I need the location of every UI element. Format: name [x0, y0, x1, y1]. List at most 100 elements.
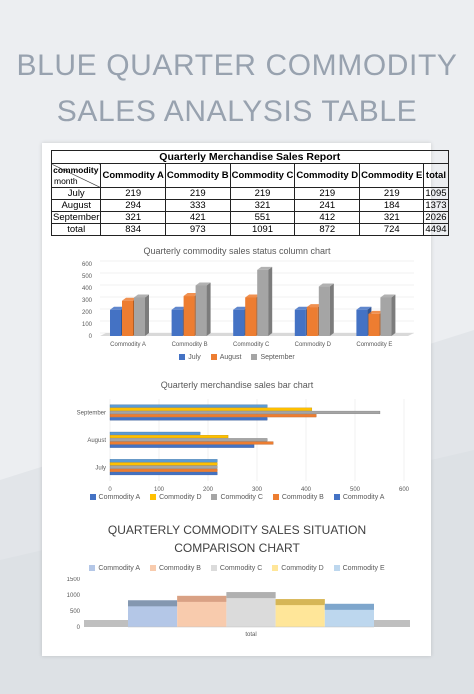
page-title-line1: BLUE QUARTER COMMODITY: [16, 49, 458, 82]
table-row: July 219 219 219 219 219 1095: [50, 187, 449, 200]
column-bar: [294, 309, 306, 336]
table-cell: 321: [100, 211, 166, 224]
legend-label: July: [188, 354, 201, 361]
horizontal-bar: [109, 417, 268, 421]
horizontal-bar: [109, 435, 229, 439]
comparison-title-line2: COMPARISON CHART: [174, 541, 300, 555]
legend-item-august: August: [210, 354, 242, 361]
legend-label: Commodity A: [98, 565, 140, 572]
column-bar: [245, 297, 257, 336]
horizontal-bar: [109, 407, 313, 411]
bar-chart-title: Quarterly merchandise sales bar chart: [160, 380, 314, 390]
x-tick-label: Commodity B: [172, 342, 208, 348]
column-bar-top: [245, 294, 261, 298]
legend-item-commodity-a2: Commodity A: [333, 494, 384, 501]
y-tick-label: 100: [82, 322, 93, 328]
x-tick-label: 100: [154, 487, 165, 493]
legend-swatch-commodity-a2: [333, 494, 340, 501]
table-row: September 321 421 551 412 321 2026: [50, 211, 449, 224]
legend-label: Commodity B: [158, 565, 201, 572]
x-tick-label: 400: [301, 487, 312, 493]
x-tick-label: 300: [252, 487, 263, 493]
comparison-chart: 0 500 1000 1500 total: [67, 577, 410, 638]
row-label: September: [50, 211, 102, 224]
bar-chart-panel: Quarterly merchandise sales bar chart 0 1…: [54, 375, 420, 507]
report-sheet: Quarterly Merchandise Sales Report commo…: [42, 143, 449, 656]
x-tick-label: Commodity C: [233, 342, 270, 348]
legend-item-commodity-c: Commodity C: [211, 494, 263, 501]
column-chart-panel: Quarterly commodity sales status column …: [54, 242, 420, 370]
table-row: total 834 973 1091 872 724 4494: [50, 223, 449, 236]
comparison-bar-cap: [177, 595, 227, 602]
column-bar: [257, 269, 269, 336]
horizontal-bar: [109, 414, 317, 418]
table-corner-cell: commodity month: [50, 163, 102, 188]
table-cell: 412: [294, 211, 361, 224]
column-chart-legend: July August September: [54, 354, 420, 361]
column-bar-side: [145, 294, 149, 336]
legend-item-commodity-a: Commodity A: [89, 565, 140, 572]
column-header: Commodity A: [100, 163, 166, 188]
table-cell: 1091: [229, 223, 296, 236]
y-tick-label: 300: [82, 298, 93, 304]
legend-label: Commodity C: [219, 565, 263, 572]
column-bar-side: [391, 294, 396, 336]
x-tick-label: Commodity D: [295, 342, 332, 348]
legend-label: Commodity D: [159, 494, 202, 501]
table-cell: 1373: [423, 199, 449, 212]
bar-chart: 0 100 200 300 400 500 600 July August September: [77, 399, 410, 493]
corner-label-commodity: commodity: [53, 165, 99, 175]
comparison-bar-cap: [324, 603, 374, 610]
x-tick-label: 200: [203, 487, 214, 493]
column-bar: [380, 297, 392, 336]
legend-item-commodity-b: Commodity B: [149, 565, 201, 572]
legend-swatch-commodity-c: [211, 494, 218, 501]
y-tick-label: 0: [89, 334, 93, 340]
legend-label: Commodity B: [281, 494, 324, 501]
table-cell: 872: [294, 223, 361, 236]
legend-item-commodity-e: Commodity E: [333, 565, 385, 572]
table-header-row: commodity month Commodity A Commodity B …: [50, 163, 449, 188]
table-cell: 724: [359, 223, 425, 236]
horizontal-bar: [109, 431, 201, 435]
table-caption: Quarterly Merchandise Sales Report: [51, 150, 449, 164]
column-bar-top: [183, 293, 199, 297]
column-bar: [171, 309, 183, 336]
legend-swatch-september: [251, 354, 258, 361]
table-cell: 973: [164, 223, 231, 236]
table-cell: 321: [359, 211, 425, 224]
column-bar-top: [195, 282, 211, 286]
comparison-bar-cap: [226, 592, 276, 599]
comparison-bar-cap: [275, 599, 325, 606]
column-bar-top: [306, 304, 322, 308]
column-bar: [110, 309, 121, 336]
x-tick-label: 600: [399, 487, 410, 493]
floor-band-right: [374, 620, 410, 627]
y-tick-label: September: [77, 411, 106, 417]
table-cell: 1095: [423, 187, 449, 200]
horizontal-bar: [109, 465, 218, 469]
column-bar-top: [380, 294, 396, 298]
comparison-chart-panel: QUARTERLY COMMODITY SALES SITUATION COMP…: [54, 515, 420, 649]
comparison-bar-cap: [128, 600, 178, 607]
table-cell: 241: [294, 199, 361, 212]
legend-item-september: September: [251, 354, 295, 361]
legend-swatch-commodity-b: [272, 494, 279, 501]
legend-swatch: [272, 565, 279, 572]
column-bar: [233, 309, 245, 336]
column-bar-top: [368, 310, 384, 314]
column-bar-side: [329, 283, 334, 336]
column-header: total: [423, 163, 449, 188]
y-tick-label: 500: [70, 609, 81, 615]
column-chart-title: Quarterly commodity sales status column …: [143, 246, 331, 256]
table-cell: 219: [100, 187, 166, 200]
table-cell: 834: [100, 223, 166, 236]
legend-label: September: [260, 354, 295, 361]
legend-item-commodity-b: Commodity B: [272, 494, 324, 501]
table-cell: 219: [294, 187, 361, 200]
y-tick-label: 400: [82, 286, 93, 292]
column-bar: [183, 296, 195, 336]
y-tick-label: July: [95, 465, 106, 471]
legend-item-commodity-c: Commodity C: [210, 565, 263, 572]
horizontal-bar: [109, 468, 218, 472]
